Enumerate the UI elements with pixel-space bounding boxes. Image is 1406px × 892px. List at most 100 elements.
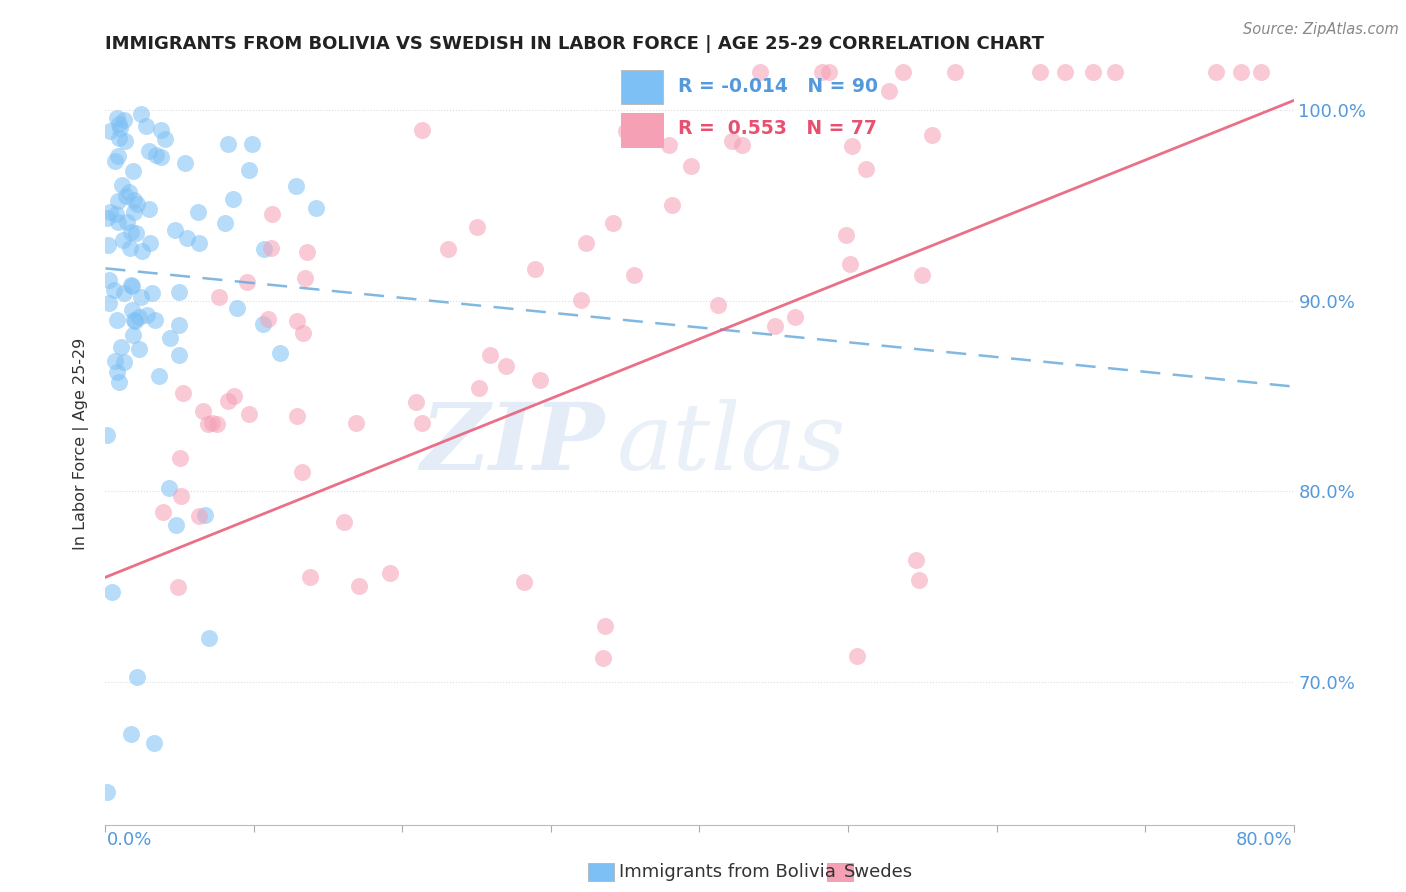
Point [236, 275, 259, 289]
Point [437, 243, 460, 257]
Point [159, 331, 181, 345]
Text: R = -0.014   N = 90: R = -0.014 N = 90 [678, 77, 879, 95]
Point [138, 145, 160, 159]
Point [721, 134, 744, 148]
Point [110, 339, 132, 353]
Point [877, 84, 900, 98]
Point [495, 359, 517, 373]
Point [911, 268, 934, 282]
Point [818, 65, 841, 79]
Point [347, 579, 370, 593]
Point [169, 318, 191, 333]
Point [479, 348, 502, 362]
Point [120, 277, 142, 292]
Point [138, 202, 160, 216]
Point [100, 585, 122, 599]
Y-axis label: In Labor Force | Age 25-29: In Labor Force | Age 25-29 [73, 338, 90, 549]
Point [1053, 65, 1076, 79]
Point [96, 428, 118, 442]
Point [623, 268, 645, 282]
Point [523, 262, 546, 277]
Point [187, 204, 209, 219]
Text: Immigrants from Bolivia: Immigrants from Bolivia [619, 863, 835, 881]
Text: IMMIGRANTS FROM BOLIVIA VS SWEDISH IN LABOR FORCE | AGE 25-29 CORRELATION CHART: IMMIGRANTS FROM BOLIVIA VS SWEDISH IN LA… [105, 35, 1045, 53]
Point [269, 346, 291, 360]
Point [167, 285, 190, 300]
Point [529, 373, 551, 387]
Point [191, 403, 214, 417]
Point [142, 736, 165, 750]
Point [201, 416, 224, 430]
Point [112, 286, 135, 301]
Point [97, 273, 120, 287]
Point [107, 148, 129, 162]
Text: Swedes: Swedes [844, 863, 912, 881]
Point [224, 389, 246, 403]
Point [152, 505, 174, 519]
Point [107, 194, 129, 208]
Point [120, 727, 142, 741]
Point [838, 257, 860, 271]
Point [260, 241, 283, 255]
Point [299, 570, 322, 584]
Point [238, 407, 260, 421]
Point [105, 111, 128, 125]
Point [1028, 65, 1050, 79]
Point [208, 290, 231, 304]
Point [127, 197, 149, 211]
Point [197, 417, 219, 431]
Point [344, 417, 367, 431]
Point [105, 365, 128, 379]
Point [108, 375, 131, 389]
Point [835, 228, 858, 243]
Point [122, 193, 145, 207]
Point [198, 632, 221, 646]
Point [658, 138, 681, 153]
Point [167, 580, 190, 594]
Point [135, 119, 157, 133]
Point [149, 123, 172, 137]
Point [592, 651, 614, 665]
Point [1250, 65, 1272, 79]
Point [122, 328, 145, 343]
Point [465, 219, 488, 234]
Point [411, 123, 433, 137]
Point [121, 279, 143, 293]
Point [748, 65, 770, 79]
Point [1104, 65, 1126, 79]
Point [107, 215, 129, 229]
Point [921, 128, 943, 143]
Point [166, 518, 188, 533]
Point [97, 296, 120, 310]
Point [105, 313, 128, 327]
Point [104, 153, 127, 168]
Point [112, 354, 135, 368]
Point [378, 566, 401, 581]
Point [217, 136, 239, 151]
Point [513, 574, 536, 589]
Point [131, 107, 153, 121]
Point [681, 160, 703, 174]
Point [187, 235, 209, 250]
Point [111, 233, 134, 247]
Point [169, 451, 191, 466]
Point [97, 238, 120, 252]
Point [96, 785, 118, 799]
Point [257, 311, 280, 326]
Point [602, 216, 624, 230]
Point [128, 310, 150, 324]
Point [411, 416, 433, 430]
Point [139, 236, 162, 251]
Text: Source: ZipAtlas.com: Source: ZipAtlas.com [1243, 22, 1399, 37]
Point [891, 65, 914, 79]
Point [117, 215, 139, 229]
Point [405, 395, 427, 409]
Point [128, 342, 150, 356]
Point [121, 164, 143, 178]
Point [148, 369, 170, 384]
Point [103, 283, 125, 297]
Point [569, 293, 592, 308]
Point [157, 481, 180, 495]
Point [170, 489, 193, 503]
Point [121, 302, 143, 317]
